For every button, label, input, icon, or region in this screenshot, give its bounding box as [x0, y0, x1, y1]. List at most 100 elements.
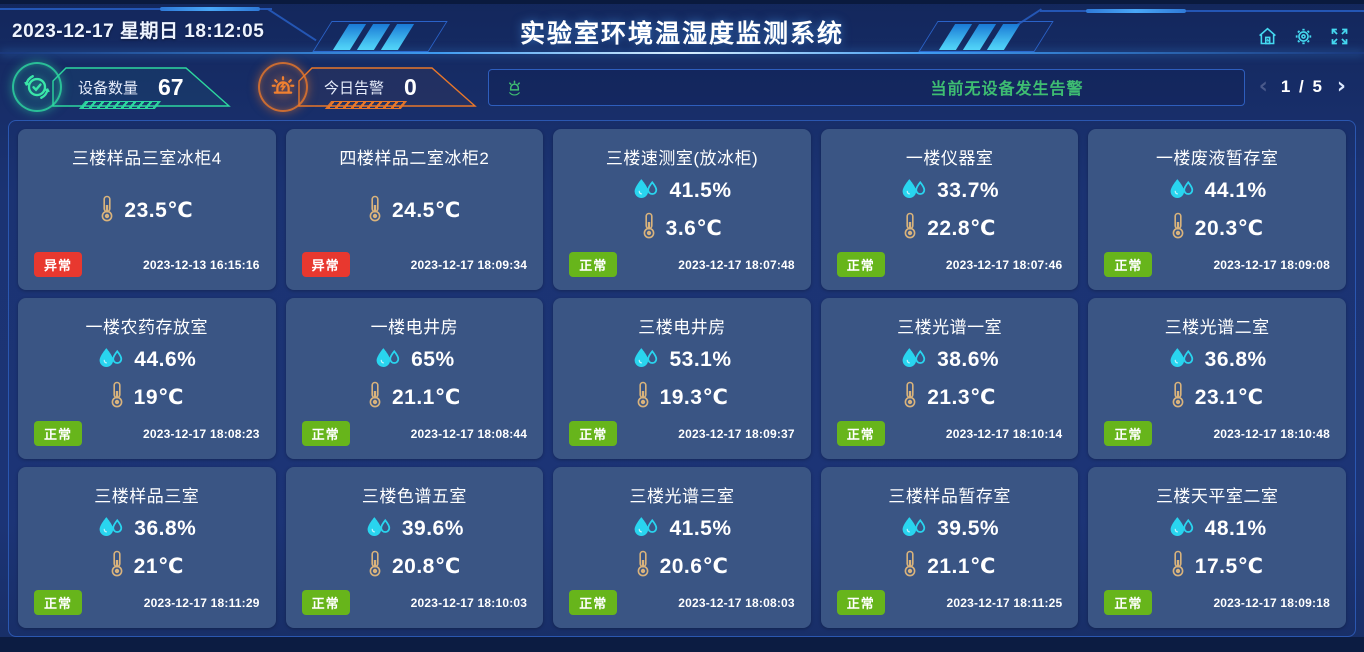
- status-badge: 异常: [301, 252, 350, 277]
- humidity-drops-icon: [900, 346, 927, 374]
- card-body: 24.5℃: [300, 169, 530, 252]
- humidity-metric: 39.6%: [365, 515, 464, 543]
- device-count-value: 67: [158, 73, 184, 100]
- humidity-value: 48.1%: [1204, 516, 1267, 540]
- card-footer: 正常 2023-12-17 18:10:48: [1104, 421, 1330, 446]
- temperature-metric: 19℃: [110, 381, 184, 413]
- sensor-card[interactable]: 三楼光谱一室 38.6%: [820, 298, 1079, 459]
- alarm-count-box: 今日告警 0: [296, 66, 478, 109]
- thermometer-icon: [642, 212, 656, 244]
- stats-row: 设备数量 67 今日告警: [12, 61, 1352, 113]
- room-name: 三楼电井房: [638, 318, 726, 337]
- temperature-value: 21.3℃: [927, 385, 996, 409]
- humidity-drops-icon: [1168, 515, 1195, 543]
- pagination: ‹ 1 / 5 ›: [1259, 76, 1352, 98]
- sensor-card[interactable]: 一楼农药存放室 44.6%: [18, 298, 276, 459]
- card-footer: 异常 2023-12-13 16:15:16: [34, 252, 260, 277]
- sensor-card[interactable]: 一楼电井房 65%: [285, 298, 544, 459]
- status-badge: 正常: [836, 252, 885, 277]
- sensor-card[interactable]: 三楼速测室(放冰柜) 41.5%: [553, 129, 811, 290]
- sensor-card[interactable]: 一楼废液暂存室 44.1%: [1088, 129, 1346, 290]
- temperature-value: 20.3℃: [1194, 216, 1264, 240]
- sensor-card[interactable]: 三楼天平室二室 48.1%: [1088, 467, 1346, 628]
- card-footer: 正常 2023-12-17 18:09:18: [1104, 590, 1330, 615]
- room-name: 三楼速测室(放冰柜): [605, 149, 759, 168]
- deco-line-left: [0, 8, 272, 10]
- temperature-value: 21℃: [133, 554, 184, 578]
- card-footer: 正常 2023-12-17 18:09:08: [1104, 252, 1330, 277]
- thermometer-icon: [368, 195, 382, 227]
- deco-line-right: [1040, 10, 1364, 12]
- room-name: 三楼光谱一室: [897, 318, 1003, 337]
- fullscreen-icon[interactable]: [1329, 26, 1350, 47]
- sensor-card[interactable]: 三楼色谱五室 39.6%: [285, 467, 544, 628]
- deco-bright-left: [160, 7, 260, 11]
- card-footer: 正常 2023-12-17 18:07:46: [836, 252, 1063, 277]
- sensor-card[interactable]: 一楼仪器室 33.7%: [820, 129, 1079, 290]
- status-badge: 异常: [34, 252, 83, 277]
- header-divider: [0, 52, 1364, 54]
- humidity-metric: 44.6%: [97, 346, 196, 374]
- temperature-metric: 22.8℃: [903, 212, 996, 244]
- sensor-card[interactable]: 三楼电井房 53.1%: [553, 298, 811, 459]
- cards-panel: 三楼样品三室冰柜4 23.5℃ 异常 2023-12-13 16:15:16 四: [8, 120, 1356, 637]
- alarm-beacon-icon: [258, 62, 308, 112]
- status-badge: 正常: [569, 421, 618, 446]
- room-name: 三楼色谱五室: [361, 487, 467, 506]
- alarm-beacon-icon: [505, 78, 524, 102]
- card-body: 65% 21.1℃: [300, 338, 530, 421]
- card-footer: 正常 2023-12-17 18:10:14: [836, 421, 1063, 446]
- room-name: 三楼天平室二室: [1155, 487, 1279, 506]
- card-body: 36.8% 21℃: [32, 507, 262, 590]
- last-update-timestamp: 2023-12-17 18:11:29: [143, 595, 260, 610]
- room-name: 一楼电井房: [370, 318, 459, 337]
- sensor-card[interactable]: 三楼样品暂存室 39.5%: [820, 467, 1079, 628]
- temperature-value: 21.1℃: [391, 385, 461, 409]
- cards-grid: 三楼样品三室冰柜4 23.5℃ 异常 2023-12-13 16:15:16 四: [18, 129, 1346, 628]
- header-icon-group: [1257, 26, 1350, 47]
- status-badge: 正常: [1104, 421, 1153, 446]
- status-badge: 正常: [1104, 252, 1153, 277]
- card-footer: 正常 2023-12-17 18:09:37: [569, 421, 795, 446]
- humidity-drops-icon: [900, 515, 927, 543]
- temperature-metric: 21.3℃: [903, 381, 996, 413]
- home-icon[interactable]: [1257, 26, 1278, 47]
- thermometer-icon: [100, 195, 114, 227]
- humidity-drops-icon: [97, 346, 124, 374]
- temperature-metric: 21.1℃: [368, 381, 461, 413]
- temperature-value: 24.5℃: [391, 199, 461, 222]
- card-body: 41.5% 3.6℃: [567, 169, 797, 252]
- room-name: 一楼仪器室: [905, 149, 994, 168]
- prev-page-button[interactable]: ‹: [1258, 74, 1268, 99]
- card-footer: 正常 2023-12-17 18:11:29: [34, 590, 260, 615]
- alarm-count-widget: 今日告警 0: [258, 61, 478, 113]
- card-body: 23.5℃: [32, 169, 262, 252]
- room-name: 三楼样品三室: [94, 487, 200, 506]
- humidity-metric: 33.7%: [900, 177, 999, 205]
- sensor-card[interactable]: 三楼样品三室冰柜4 23.5℃ 异常 2023-12-13 16:15:16: [18, 129, 276, 290]
- last-update-timestamp: 2023-12-17 18:10:14: [945, 426, 1063, 441]
- alert-banner-message: 当前无设备发生告警: [930, 81, 1084, 98]
- humidity-metric: 41.5%: [632, 177, 731, 205]
- temperature-value: 22.8℃: [927, 216, 996, 240]
- temperature-metric: 19.3℃: [636, 381, 729, 413]
- card-body: 41.5% 20.6℃: [567, 507, 797, 590]
- temperature-value: 17.5℃: [1194, 554, 1264, 578]
- gear-icon[interactable]: [1293, 26, 1314, 47]
- thermometer-icon: [1171, 212, 1185, 244]
- next-page-button[interactable]: ›: [1336, 74, 1346, 99]
- humidity-metric: 48.1%: [1168, 515, 1267, 543]
- device-count-box: 设备数量 67: [50, 66, 232, 109]
- sensor-card[interactable]: 三楼光谱三室 41.5%: [553, 467, 811, 628]
- sensor-card[interactable]: 三楼样品三室 36.8%: [18, 467, 276, 628]
- last-update-timestamp: 2023-12-17 18:07:48: [678, 257, 795, 272]
- last-update-timestamp: 2023-12-17 18:09:08: [1213, 257, 1330, 272]
- humidity-drops-icon: [1168, 346, 1195, 374]
- sensor-card[interactable]: 三楼光谱二室 36.8%: [1088, 298, 1346, 459]
- datetime-display: 2023-12-17 星期日 18:12:05: [12, 21, 265, 42]
- temperature-metric: 21.1℃: [903, 550, 996, 582]
- card-body: 39.6% 20.8℃: [300, 507, 530, 590]
- humidity-value: 44.1%: [1204, 178, 1267, 202]
- sensor-card[interactable]: 四楼样品二室冰柜2 24.5℃ 异常 2023-12-17 18:09:34: [285, 129, 544, 290]
- card-footer: 正常 2023-12-17 18:08:44: [301, 421, 528, 446]
